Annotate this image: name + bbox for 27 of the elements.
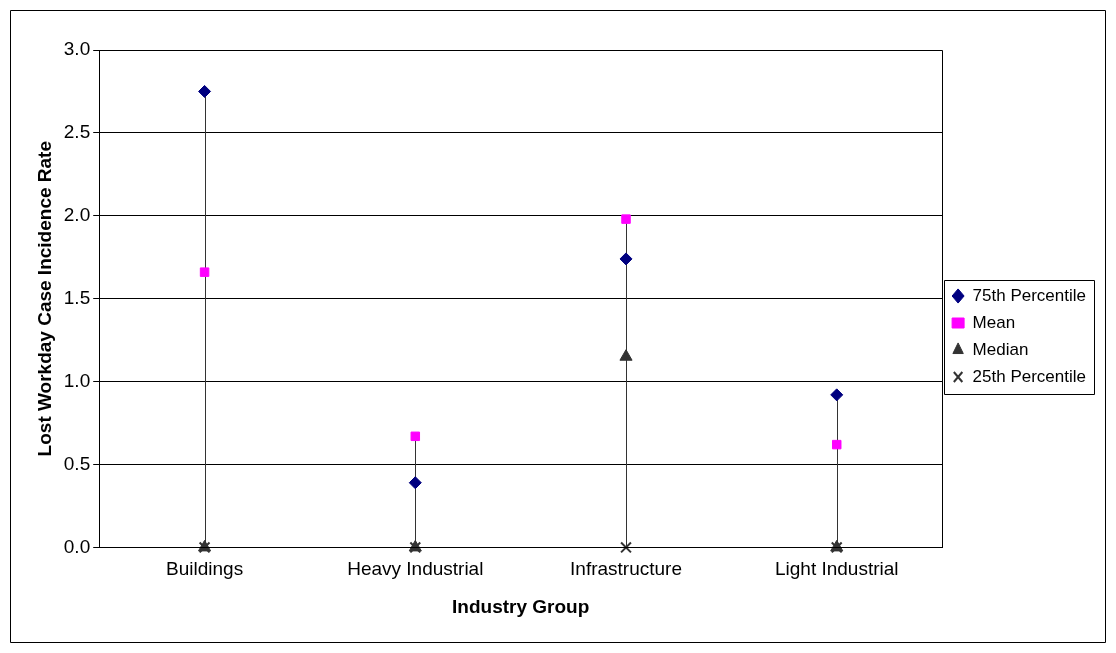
x-tick-label: Light Industrial [774,558,899,580]
point [619,252,633,266]
point [621,214,631,224]
y-tick-label: 2.0 [63,204,91,226]
y-tick-label: 1.5 [63,286,91,308]
y-tick-label: 0.5 [63,452,91,474]
x-tick-label: Buildings [166,558,244,580]
point [199,267,210,277]
legend-label: 75th Percentile [972,285,1086,305]
point [831,439,842,450]
point [830,388,844,402]
y-tick-label: 0.0 [63,535,91,557]
x-tick-label: Infrastructure [570,558,682,580]
x-tick-label: Heavy Industrial [347,558,484,580]
point [620,541,632,554]
point [410,431,421,442]
point [408,476,422,490]
point [198,84,212,98]
legend-label: Median [972,339,1029,359]
y-tick-label: 2.5 [63,121,91,143]
y-tick-label: 1.0 [63,369,91,391]
point [619,349,633,361]
x-axis-title: Industry Group [452,595,590,617]
y-tick-label: 3.0 [63,38,91,60]
legend-label: 25th Percentile [972,366,1086,386]
y-axis-title: Lost Workday Case Incidence Rate [33,141,55,457]
legend-label: Mean [972,312,1016,332]
